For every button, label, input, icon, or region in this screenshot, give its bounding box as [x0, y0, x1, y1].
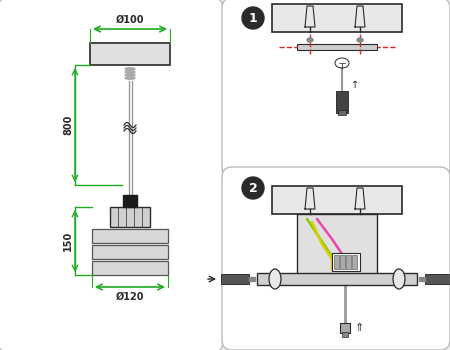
- Ellipse shape: [357, 38, 363, 42]
- Bar: [123, 195, 137, 207]
- Circle shape: [242, 177, 264, 199]
- FancyBboxPatch shape: [0, 0, 223, 350]
- Ellipse shape: [125, 77, 135, 79]
- Bar: [297, 214, 377, 279]
- Bar: [257, 273, 417, 285]
- Circle shape: [242, 7, 264, 29]
- Text: 2: 2: [248, 182, 257, 195]
- Bar: [425, 274, 450, 284]
- Bar: [272, 4, 402, 32]
- Bar: [340, 255, 345, 269]
- Bar: [352, 255, 357, 269]
- Bar: [110, 207, 150, 227]
- Bar: [340, 323, 350, 333]
- Bar: [419, 277, 425, 281]
- Text: Ø120: Ø120: [116, 292, 144, 302]
- Bar: [297, 44, 377, 50]
- Bar: [332, 253, 360, 271]
- Text: Ø100: Ø100: [116, 15, 144, 25]
- Bar: [338, 110, 346, 115]
- Bar: [334, 255, 339, 269]
- Bar: [92, 261, 168, 275]
- Bar: [272, 186, 402, 214]
- Ellipse shape: [125, 68, 135, 70]
- Text: 1: 1: [248, 12, 257, 24]
- Ellipse shape: [269, 269, 281, 289]
- Ellipse shape: [125, 71, 135, 73]
- Bar: [342, 332, 348, 337]
- Text: ⇑: ⇑: [355, 323, 364, 333]
- FancyBboxPatch shape: [222, 0, 450, 177]
- Bar: [249, 277, 255, 281]
- Bar: [92, 229, 168, 243]
- Ellipse shape: [307, 38, 313, 42]
- Ellipse shape: [125, 74, 135, 76]
- Text: 150: 150: [63, 231, 73, 251]
- Text: ↑: ↑: [351, 80, 359, 90]
- Text: 800: 800: [63, 115, 73, 135]
- FancyBboxPatch shape: [222, 167, 450, 350]
- Ellipse shape: [393, 269, 405, 289]
- Bar: [346, 255, 351, 269]
- Bar: [92, 245, 168, 259]
- Bar: [221, 274, 249, 284]
- Bar: [90, 43, 170, 65]
- Bar: [336, 91, 348, 113]
